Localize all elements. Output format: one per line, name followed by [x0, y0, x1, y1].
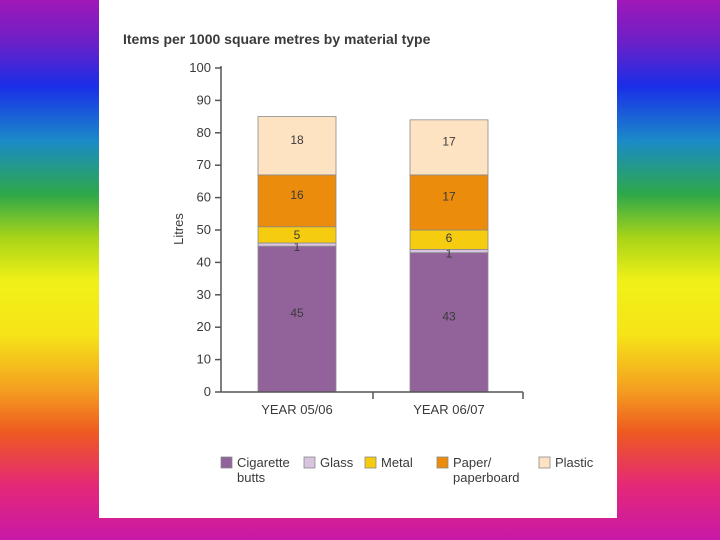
data-label: 6 — [446, 231, 453, 245]
legend-label: Glass — [320, 455, 354, 470]
y-tick-label: 0 — [204, 384, 211, 399]
legend-label: butts — [237, 470, 266, 485]
bar-segment — [409, 174, 489, 231]
y-axis-label: Litres — [171, 213, 186, 245]
y-tick-label: 20 — [197, 319, 211, 334]
legend-label: paperboard — [453, 470, 520, 485]
legend-swatch — [436, 456, 449, 469]
chart-title: Items per 1000 square metres by material… — [123, 31, 431, 47]
data-label: 45 — [290, 306, 304, 320]
legend-swatch — [220, 456, 233, 469]
y-tick-label: 80 — [197, 125, 211, 140]
y-tick-label: 30 — [197, 287, 211, 302]
x-axis-labels: YEAR 05/06 YEAR 06/07 — [261, 402, 485, 417]
y-tick-label: 70 — [197, 157, 211, 172]
axes — [220, 66, 524, 399]
legend-label: Paper/ — [453, 455, 492, 470]
data-label: 18 — [290, 133, 304, 147]
bar-segment — [409, 252, 489, 393]
y-tick-label: 90 — [197, 92, 211, 107]
x-category-label: YEAR 05/06 — [261, 402, 333, 417]
legend-swatch — [303, 456, 316, 469]
data-label: 17 — [442, 189, 456, 203]
legend-label: Metal — [381, 455, 413, 470]
stacked-bar-chart: Items per 1000 square metres by material… — [123, 31, 594, 485]
y-tick-label: 60 — [197, 190, 211, 205]
y-axis-ticks: 0 10 20 30 40 50 60 70 80 90 100 — [189, 60, 221, 399]
data-label: 16 — [290, 188, 304, 202]
bar-segment — [409, 119, 489, 176]
legend-swatch — [364, 456, 377, 469]
data-label: 1 — [446, 247, 453, 261]
chart-panel: Items per 1000 square metres by material… — [99, 0, 617, 518]
data-label: 43 — [442, 309, 456, 323]
bar-segment — [257, 116, 337, 176]
data-label: 1 — [294, 240, 301, 254]
y-tick-label: 10 — [197, 352, 211, 367]
y-tick-label: 100 — [189, 60, 211, 75]
legend-label: Cigarette — [237, 455, 290, 470]
bar-segment — [257, 245, 337, 393]
y-tick-label: 40 — [197, 254, 211, 269]
legend-swatch — [538, 456, 551, 469]
data-label: 17 — [442, 134, 456, 148]
data-label: 5 — [294, 228, 301, 242]
bar-segment — [257, 174, 337, 228]
legend-label: Plastic — [555, 455, 594, 470]
y-tick-label: 50 — [197, 222, 211, 237]
x-category-label: YEAR 06/07 — [413, 402, 485, 417]
